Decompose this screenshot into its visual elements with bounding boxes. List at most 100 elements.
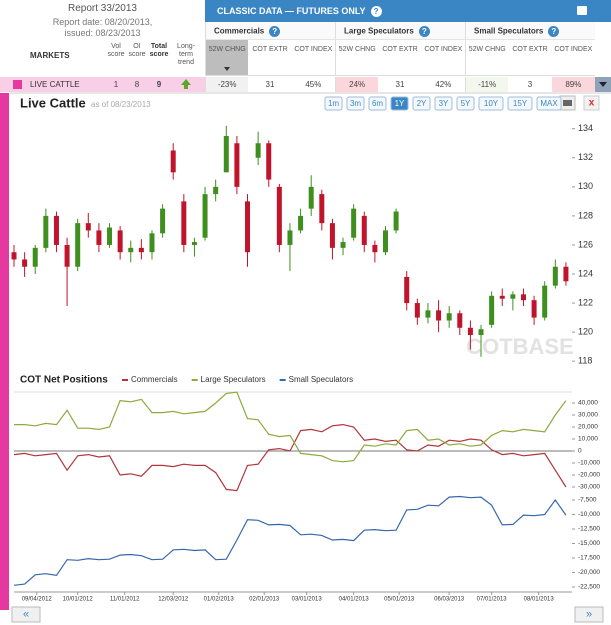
candle-body <box>436 310 442 321</box>
candle-body <box>160 208 166 234</box>
candle-body <box>531 300 537 318</box>
range-label: MAX <box>540 99 558 108</box>
y-tick-label: 130 <box>578 181 593 191</box>
candle-body <box>319 194 325 224</box>
candle-body <box>467 327 473 336</box>
range-button[interactable] <box>536 96 562 111</box>
y-tick-label: 10,000 <box>578 436 598 443</box>
candle-body <box>22 259 28 267</box>
range-button[interactable] <box>324 96 343 111</box>
panel-title: Live Cattle <box>20 95 86 110</box>
legend-label: Commercials <box>131 375 178 384</box>
help-icon[interactable]: ? <box>269 26 281 37</box>
x-tick-label: 06/03/2013 <box>434 597 465 603</box>
y-tick-label: 30,000 <box>578 412 598 419</box>
candle-body <box>276 186 282 245</box>
x-tick-label: 05/01/2013 <box>384 597 415 603</box>
range-label: 1m <box>328 99 339 108</box>
y-tick-label: 122 <box>578 297 593 307</box>
y2-tick-label: -7,500 <box>578 497 597 504</box>
cot-value: 24% <box>335 77 379 92</box>
cot-value: -11% <box>465 77 509 92</box>
candle-body <box>170 150 176 173</box>
range-button[interactable] <box>507 96 533 111</box>
candle-body <box>361 215 367 245</box>
report-number: Report 33/2013 <box>68 3 137 14</box>
trend-arrow-stem <box>184 85 188 89</box>
y-tick-label: 124 <box>578 268 593 278</box>
x-tick-label: 02/01/2013 <box>249 597 280 603</box>
candle-body <box>138 247 144 253</box>
candle-body <box>563 266 569 282</box>
column-header[interactable]: COT EXTR <box>508 40 552 76</box>
candle-body <box>372 244 378 253</box>
range-button[interactable] <box>412 96 431 111</box>
candle-body <box>202 194 208 238</box>
market-name[interactable]: LIVE CATTLE <box>30 80 80 89</box>
candle-body <box>393 211 399 231</box>
candle-body <box>32 247 38 267</box>
x-tick-label: 10/01/2012 <box>63 597 94 603</box>
range-button[interactable] <box>368 96 387 111</box>
trend-header: Long-term trend <box>177 43 195 66</box>
column-header[interactable]: COT INDEX <box>551 40 595 76</box>
candle-body <box>542 285 548 318</box>
vol-score: 1 <box>113 80 119 89</box>
y-tick-label: -30,000 <box>578 484 600 491</box>
candle-body <box>255 143 261 158</box>
column-header[interactable]: COT EXTR <box>378 40 422 76</box>
market-row <box>0 77 205 92</box>
column-header[interactable]: COT EXTR <box>248 40 292 76</box>
cot-value: 42% <box>421 77 465 92</box>
series-line <box>13 423 567 492</box>
y2-tick-label: -20,000 <box>578 569 600 576</box>
cot-value: 89% <box>551 77 595 92</box>
column-header[interactable]: 52W CHNG <box>335 40 379 76</box>
help-icon[interactable]: ? <box>548 26 560 37</box>
help-icon[interactable]: ? <box>370 6 382 18</box>
candle-body <box>149 233 155 253</box>
next-button[interactable] <box>574 606 604 623</box>
close-button[interactable] <box>583 95 600 111</box>
range-label: 6m <box>372 99 383 108</box>
y-tick-label: 40,000 <box>578 400 598 407</box>
candle-body <box>298 215 304 231</box>
y-tick-label: 132 <box>578 152 593 162</box>
help-icon[interactable]: ? <box>418 26 430 37</box>
total-score-header: Total score <box>149 43 169 58</box>
legend-label: Large Speculators <box>201 375 266 384</box>
y-tick-label: 134 <box>578 123 593 133</box>
print-icon <box>563 100 572 106</box>
range-button[interactable] <box>434 96 453 111</box>
legend-label: Small Speculators <box>289 375 353 384</box>
x-tick-label: 11/01/2012 <box>110 597 140 603</box>
group-name: Commercials? <box>205 22 335 40</box>
candle-body <box>499 295 505 299</box>
candle-body <box>43 215 49 248</box>
range-button[interactable] <box>390 96 409 111</box>
candle-body <box>520 294 526 301</box>
candle-body <box>213 186 219 195</box>
candle-body <box>223 135 229 173</box>
candle-body <box>287 230 293 245</box>
print-icon[interactable] <box>577 6 587 15</box>
y-tick-label: 120 <box>578 327 593 337</box>
candle-body <box>446 313 452 321</box>
cot-value: 31 <box>378 77 422 92</box>
prev-button[interactable] <box>11 606 41 623</box>
y-tick-label: 126 <box>578 239 593 249</box>
range-button[interactable] <box>478 96 504 111</box>
column-header[interactable]: 52W CHNG <box>465 40 509 76</box>
candle-body <box>510 294 516 299</box>
range-label: 10Y <box>484 99 499 108</box>
x-tick-label: 07/01/2013 <box>477 597 508 603</box>
group-name: Large Speculators? <box>335 22 465 40</box>
candle-body <box>11 252 17 260</box>
range-button[interactable] <box>346 96 365 111</box>
column-header[interactable]: COT INDEX <box>421 40 465 76</box>
candle-body <box>107 227 113 245</box>
candle-body <box>53 215 59 245</box>
range-button[interactable] <box>456 96 475 111</box>
column-header[interactable]: COT INDEX <box>291 40 335 76</box>
x-tick-label: 12/03/2012 <box>158 597 189 603</box>
